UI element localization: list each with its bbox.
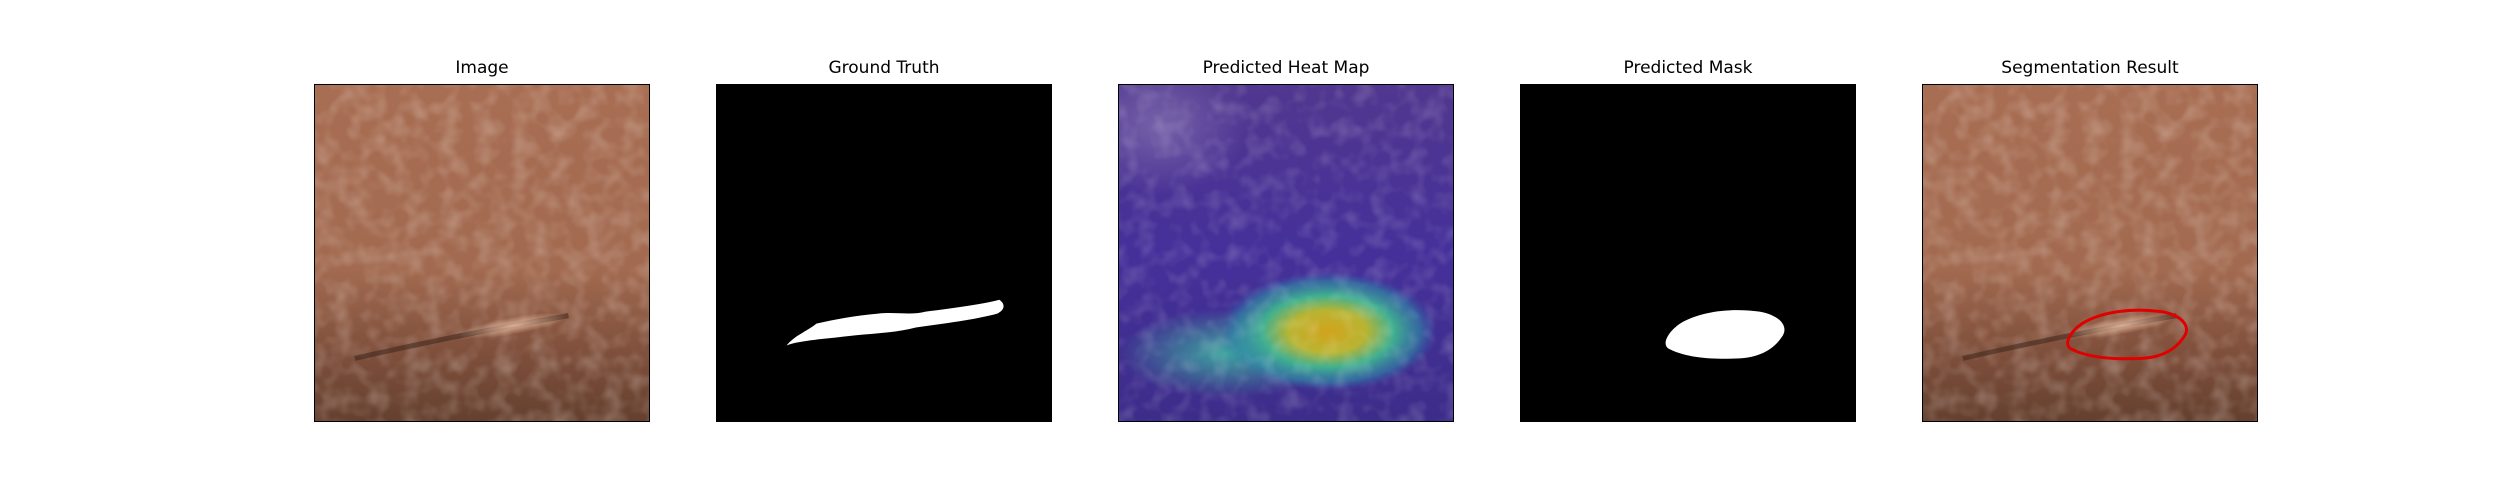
predicted-mask bbox=[1521, 85, 1855, 421]
panel-segmentation: Segmentation Result bbox=[1922, 0, 2258, 500]
ground-truth-mask bbox=[717, 85, 1051, 421]
predicted-mask-region bbox=[1665, 310, 1785, 359]
image-frame bbox=[314, 84, 650, 422]
panel-predicted-mask: Predicted Mask bbox=[1520, 0, 1856, 500]
defect-highlight bbox=[459, 312, 568, 339]
heatmap-frame bbox=[1118, 84, 1454, 422]
segmentation-contour bbox=[2066, 308, 2188, 361]
segmentation-image bbox=[1923, 85, 2257, 421]
panel-image: Image bbox=[314, 0, 650, 500]
panel-heatmap: Predicted Heat Map bbox=[1118, 0, 1454, 500]
ground-truth-region bbox=[786, 299, 1004, 346]
panel-ground-truth: Ground Truth bbox=[716, 0, 1052, 500]
predicted-mask-frame bbox=[1520, 84, 1856, 422]
panel-title-heatmap: Predicted Heat Map bbox=[1202, 58, 1370, 78]
panel-title-ground-truth: Ground Truth bbox=[828, 58, 940, 78]
panel-title-segmentation: Segmentation Result bbox=[2001, 58, 2179, 78]
leather-image bbox=[315, 85, 649, 421]
panel-title-image: Image bbox=[455, 58, 509, 78]
segmentation-frame bbox=[1922, 84, 2258, 422]
heatmap-image bbox=[1119, 85, 1453, 421]
panel-title-predicted-mask: Predicted Mask bbox=[1623, 58, 1753, 78]
ground-truth-frame bbox=[716, 84, 1052, 422]
